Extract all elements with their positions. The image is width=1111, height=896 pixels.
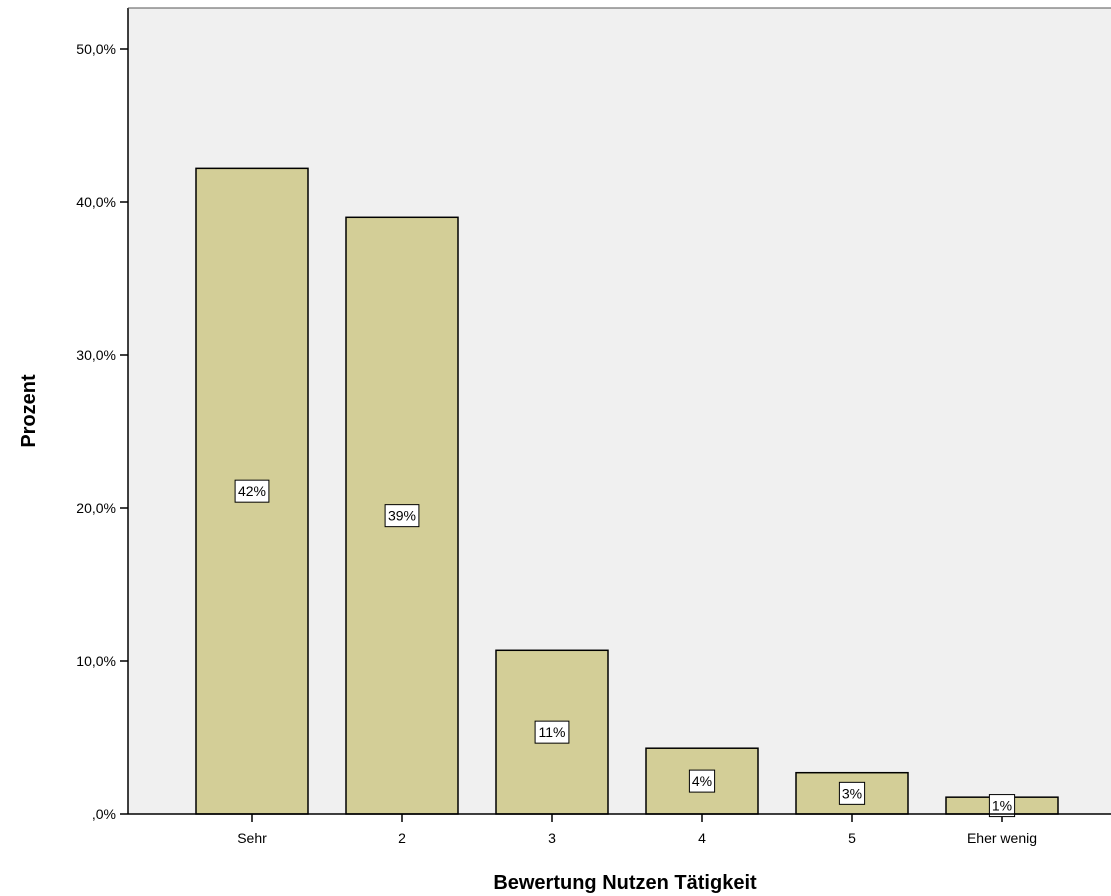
y-axis-title: Prozent [18, 374, 40, 448]
x-axis-ticks: Sehr 2 3 4 5 Eher wenig [237, 814, 1037, 846]
y-tick-label: 40,0% [76, 194, 116, 210]
data-label-box [688, 769, 716, 793]
y-tick-label: 20,0% [76, 500, 116, 516]
y-tick-label: 50,0% [76, 41, 116, 57]
data-labels: 42% 39% 11% 4% 3% 1% [234, 479, 1016, 818]
x-tick-label: 3 [548, 830, 556, 846]
data-label: 39% [388, 508, 416, 524]
x-tick-label: 2 [398, 830, 406, 846]
x-axis-title: Bewertung Nutzen Tätigkeit [493, 872, 757, 894]
data-label: 11% [539, 724, 566, 740]
data-label: 42% [238, 483, 266, 499]
y-tick-label: 30,0% [76, 347, 116, 363]
data-label: 4% [692, 773, 712, 789]
data-label-box [988, 794, 1016, 818]
data-label-box [838, 781, 866, 805]
data-label-box [534, 720, 570, 744]
x-tick-label: Eher wenig [967, 830, 1037, 846]
y-tick-label: ,0% [92, 806, 116, 822]
x-tick-label: 5 [848, 830, 856, 846]
y-axis-ticks: ,0% 10,0% 20,0% 30,0% 40,0% 50,0% [76, 41, 128, 822]
data-label: 3% [842, 785, 862, 801]
y-tick-label: 10,0% [76, 653, 116, 669]
data-label: 1% [992, 798, 1012, 814]
data-label-box [234, 479, 270, 503]
x-tick-label: 4 [698, 830, 706, 846]
x-tick-label: Sehr [237, 830, 267, 846]
data-label-box [384, 504, 420, 528]
